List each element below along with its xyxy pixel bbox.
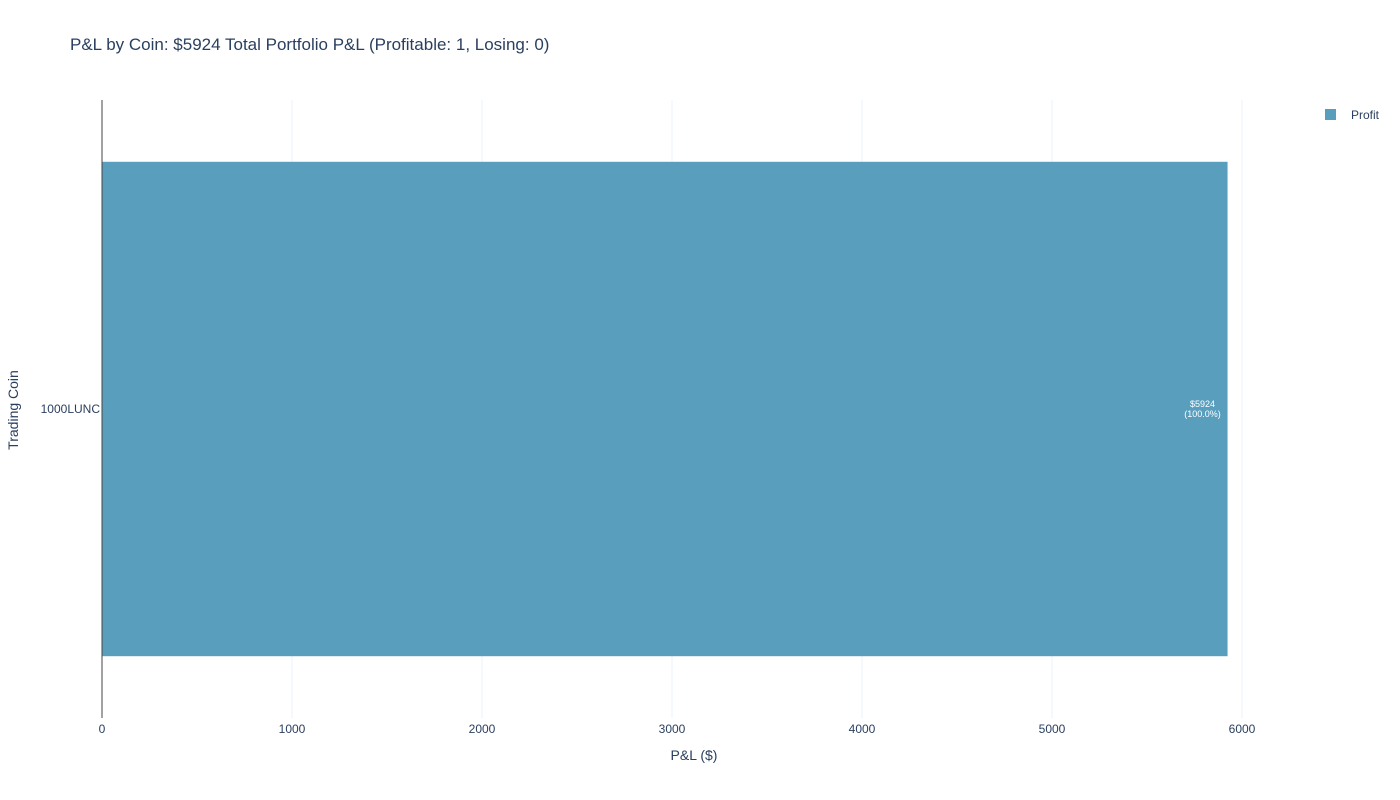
y-axis-ticks: 1000LUNC — [41, 402, 101, 416]
legend-item-label[interactable]: Profit — [1351, 108, 1380, 122]
x-tick-label: 2000 — [469, 722, 496, 736]
bar-data-label: $5924 — [1190, 399, 1215, 409]
x-tick-label: 5000 — [1039, 722, 1066, 736]
x-tick-label: 0 — [99, 722, 106, 736]
bar-1000lunc[interactable] — [102, 161, 1228, 657]
x-axis-title: P&L ($) — [671, 747, 718, 763]
x-tick-label: 1000 — [279, 722, 306, 736]
legend-swatch[interactable] — [1325, 109, 1336, 120]
x-axis-ticks: 0 1000 2000 3000 4000 5000 6000 — [99, 722, 1256, 736]
bar-data-labels: $5924(100.0%) — [1184, 399, 1221, 419]
x-tick-label: 6000 — [1229, 722, 1256, 736]
y-tick-label: 1000LUNC — [41, 402, 101, 416]
bars[interactable] — [102, 161, 1228, 657]
bar-data-label: (100.0%) — [1184, 409, 1221, 419]
legend[interactable]: Profit — [1325, 108, 1380, 122]
y-axis-title: Trading Coin — [5, 370, 21, 450]
x-tick-label: 4000 — [849, 722, 876, 736]
x-tick-label: 3000 — [659, 722, 686, 736]
chart-title: P&L by Coin: $5924 Total Portfolio P&L (… — [70, 35, 549, 54]
